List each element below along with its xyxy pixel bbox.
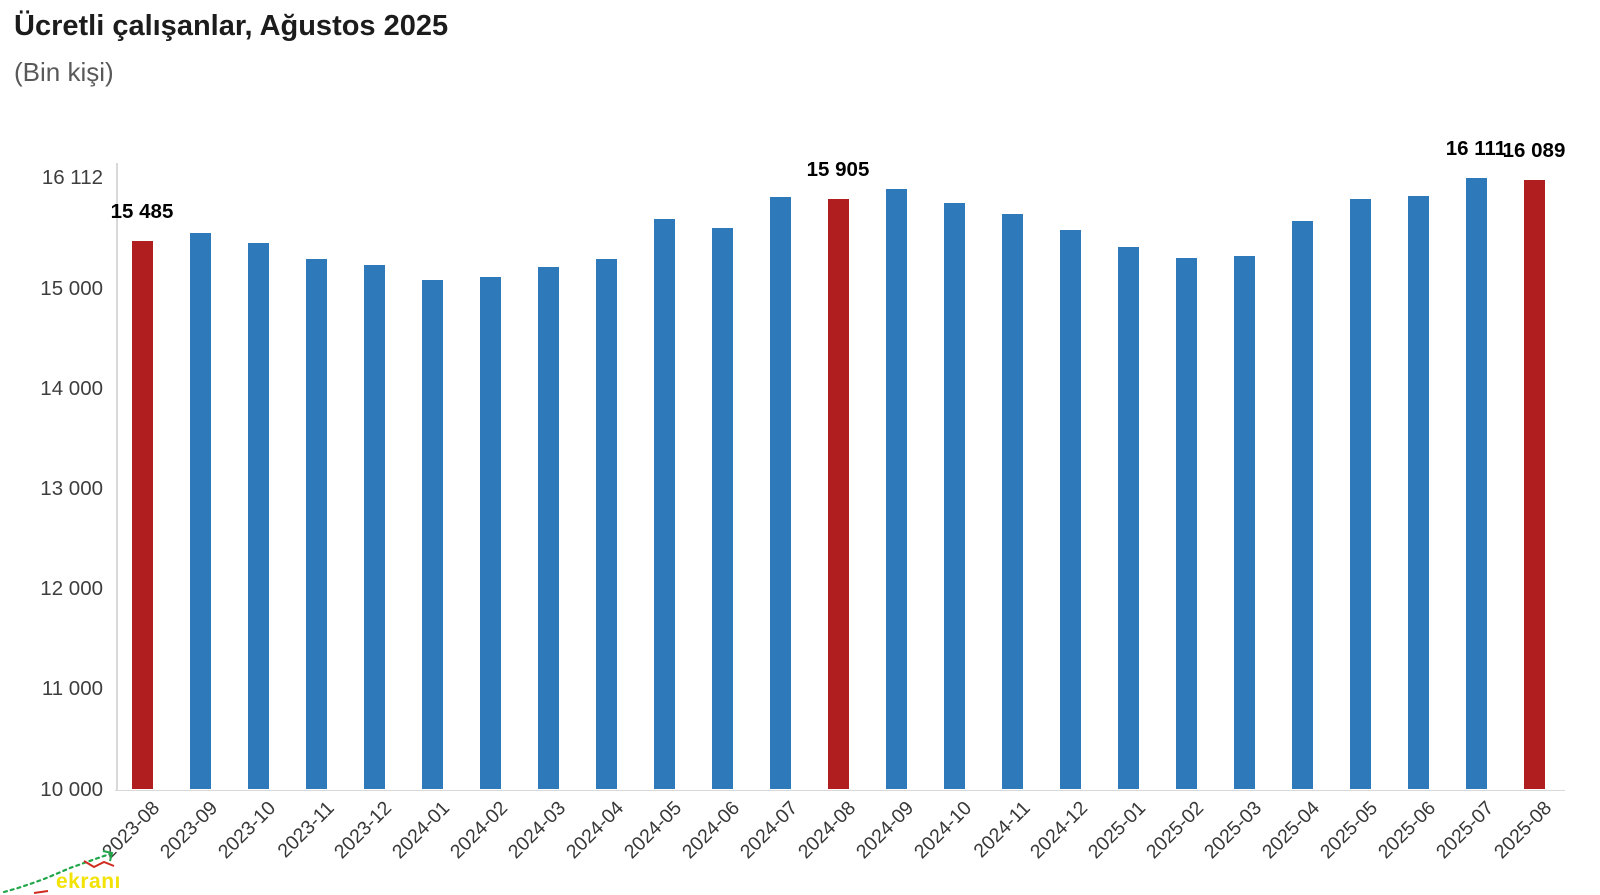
x-axis-label: 2025-04: [1258, 797, 1325, 864]
bar: [1291, 220, 1313, 790]
bar: [189, 232, 211, 790]
x-axis-label: 2025-07: [1432, 797, 1499, 864]
y-axis-tick-label: 16 112: [41, 166, 103, 189]
bar: [1465, 178, 1487, 790]
x-axis-label: 2024-03: [504, 797, 571, 864]
x-axis-label: 2025-01: [1084, 797, 1151, 864]
x-axis-label: 2023-12: [330, 797, 397, 864]
bar: [1117, 247, 1139, 790]
y-axis-tick-label: 14 000: [40, 377, 103, 401]
x-axis-label: 2024-04: [562, 797, 629, 864]
bar: [1349, 199, 1371, 790]
bar-value-label: 16 089: [1502, 139, 1566, 163]
y-axis-tick-label: 11 000: [41, 677, 103, 701]
x-axis-label: 2023-11: [273, 797, 339, 863]
watermark-sparkline-icon: [2, 850, 115, 894]
x-axis-label: 2025-05: [1316, 797, 1383, 864]
bar: [537, 266, 559, 790]
bar: [1001, 213, 1023, 790]
watermark-text: ekranı: [56, 870, 121, 893]
bar: [1175, 257, 1197, 790]
x-axis-label: 2025-02: [1142, 797, 1209, 864]
bar: [363, 264, 385, 790]
x-axis-label: 2024-11: [969, 797, 1035, 863]
x-axis-label: 2024-12: [1026, 797, 1093, 864]
y-axis-tick-label: 15 000: [40, 277, 103, 301]
x-axis-label: 2025-06: [1374, 797, 1441, 864]
bar: [769, 197, 791, 790]
bar: [1059, 229, 1081, 790]
bar-highlighted: [1523, 180, 1545, 790]
y-axis-line: [116, 163, 118, 790]
bar: [1407, 195, 1429, 790]
x-axis-label: 2025-03: [1200, 797, 1267, 864]
bar: [711, 227, 733, 790]
bar: [421, 279, 443, 790]
bar-highlighted: [827, 198, 849, 790]
bar-value-label: 15 905: [806, 157, 870, 181]
bar: [305, 258, 327, 790]
x-axis-label: 2025-08: [1490, 797, 1557, 864]
x-axis-label: 2024-02: [446, 797, 513, 864]
x-axis-line: [115, 789, 1565, 791]
y-axis-tick-label: 13 000: [40, 477, 103, 501]
bar: [247, 242, 269, 790]
chart-subtitle-unit: (Bin kişi): [14, 57, 114, 87]
bar: [1233, 256, 1255, 790]
y-axis-tick-label: 10 000: [40, 777, 103, 801]
bar: [653, 218, 675, 790]
x-axis-label: 2024-10: [910, 797, 977, 864]
x-axis-label: 2024-07: [736, 797, 803, 864]
bar-highlighted: [131, 240, 153, 790]
x-axis-label: 2024-09: [852, 797, 919, 864]
x-axis-label: 2024-01: [388, 797, 455, 864]
bar: [479, 276, 501, 790]
bar: [595, 259, 617, 790]
bar-value-label: 16 111: [1445, 137, 1507, 161]
watermark-logo: ekranı: [2, 850, 121, 894]
x-axis-label: 2024-06: [678, 797, 745, 864]
x-axis-label: 2024-05: [620, 797, 687, 864]
x-axis-label: 2024-08: [794, 797, 861, 864]
page-title: Ücretli çalışanlar, Ağustos 2025: [14, 10, 449, 42]
bar: [943, 202, 965, 790]
x-axis-label: 2023-10: [214, 797, 281, 864]
bar-value-label: 15 485: [110, 199, 174, 223]
y-axis-tick-label: 12 000: [40, 577, 103, 601]
bar: [885, 189, 907, 790]
